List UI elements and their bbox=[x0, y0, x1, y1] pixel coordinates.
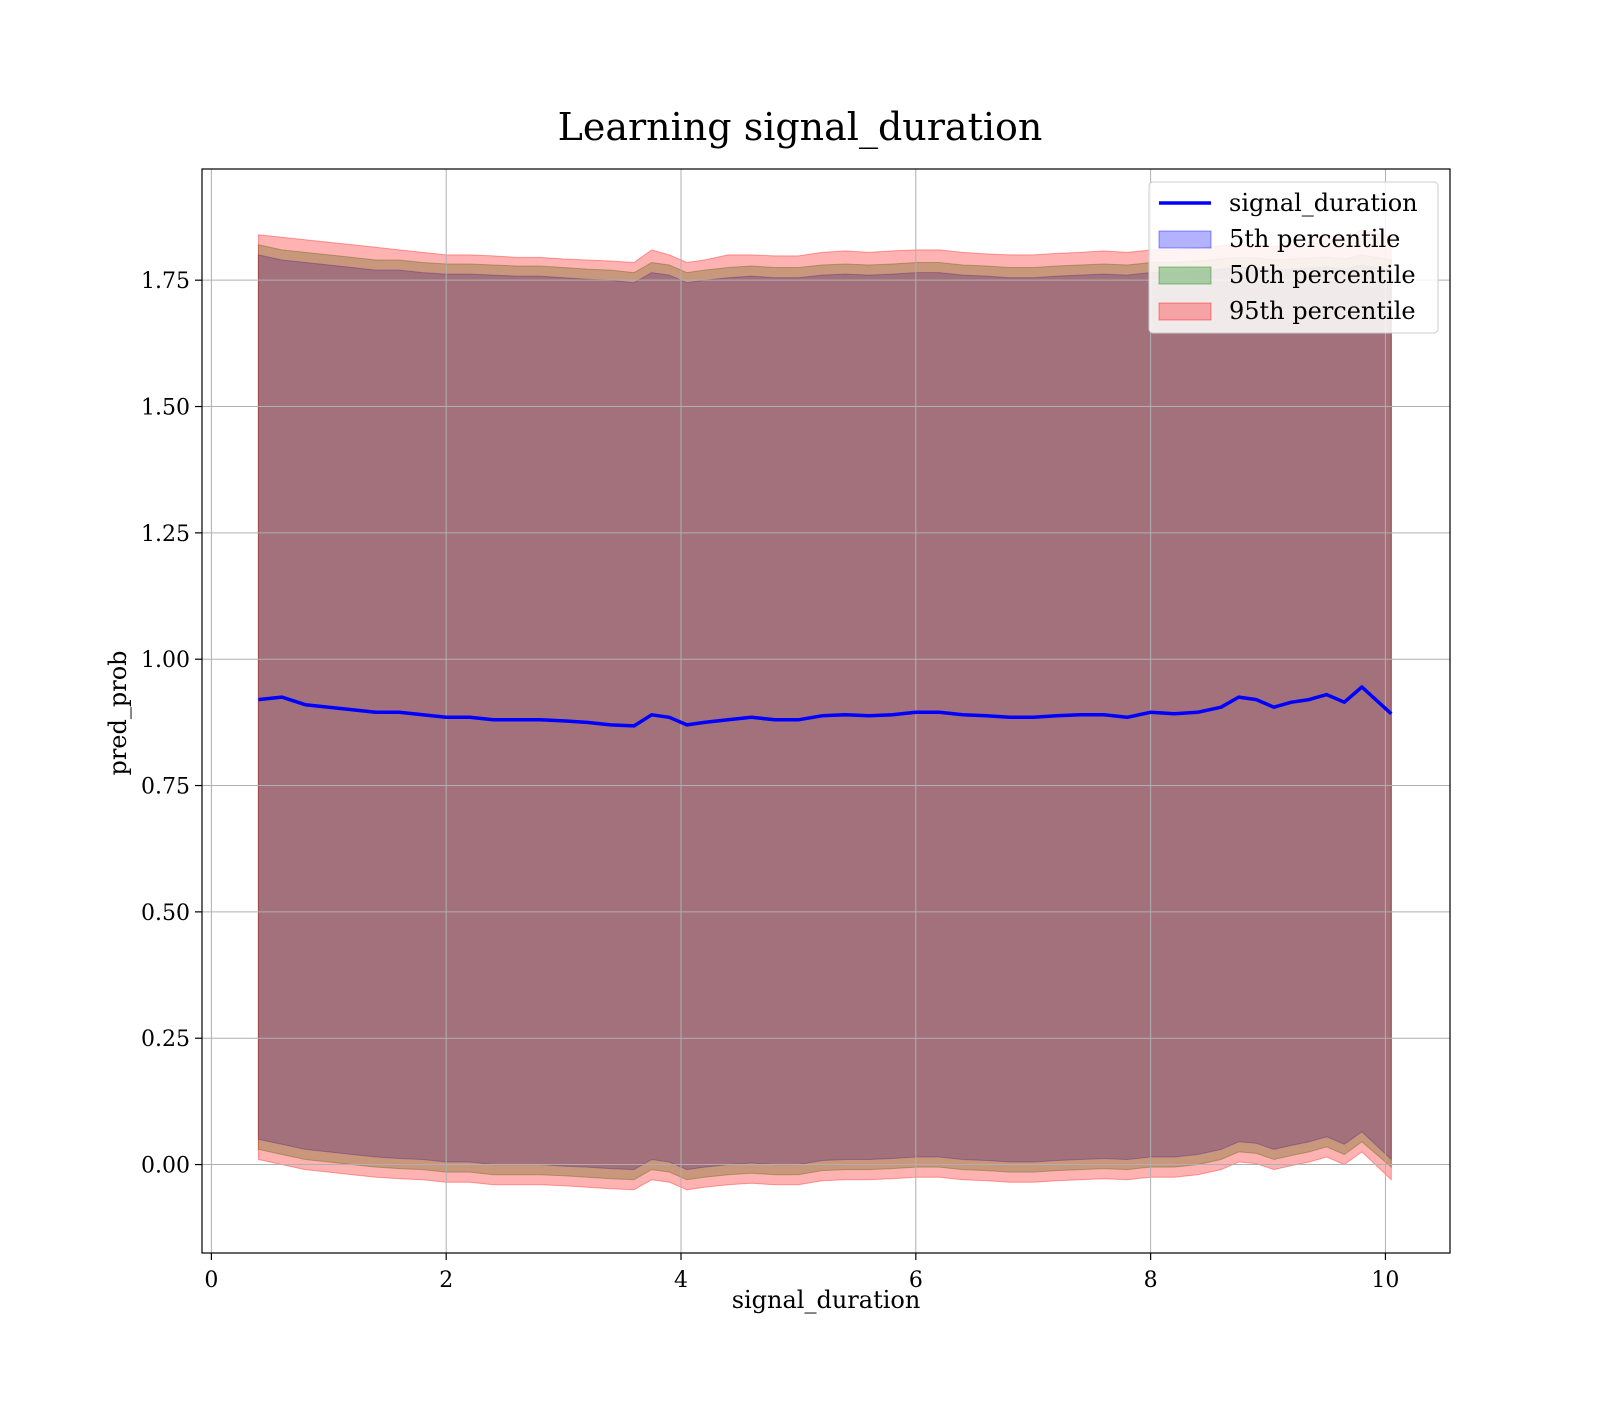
legend-band-swatch bbox=[1158, 302, 1212, 321]
x-tick-label: 8 bbox=[1144, 1268, 1158, 1293]
legend-band-swatch bbox=[1158, 230, 1212, 249]
percentile-bands bbox=[257, 229, 1392, 1191]
y-tick-label: 1.75 bbox=[141, 269, 190, 294]
legend-label: 50th percentile bbox=[1229, 261, 1416, 289]
x-axis-label: signal_duration bbox=[732, 1286, 921, 1314]
y-tick-label: 1.50 bbox=[141, 396, 190, 421]
series-line-signal_duration bbox=[258, 685, 1393, 728]
legend-band-swatch bbox=[1158, 266, 1212, 285]
legend-box bbox=[1148, 181, 1439, 334]
chart-title: Learning signal_duration bbox=[558, 105, 1043, 150]
band-95th-percentile bbox=[257, 229, 1392, 1191]
grid bbox=[202, 169, 1450, 1253]
x-tick-label: 6 bbox=[909, 1268, 923, 1293]
y-axis-label: pred_prob bbox=[104, 650, 132, 775]
band-50th-percentile bbox=[257, 244, 1392, 1181]
legend-label: 95th percentile bbox=[1229, 297, 1416, 325]
x-tick-label: 0 bbox=[204, 1268, 218, 1293]
x-tick-label: 2 bbox=[439, 1268, 453, 1293]
y-tick-label: 0.00 bbox=[141, 1154, 190, 1179]
y-tick-label: 0.75 bbox=[141, 775, 190, 800]
y-tick-label: 1.00 bbox=[141, 648, 190, 673]
legend-label: 5th percentile bbox=[1229, 225, 1400, 253]
y-tick-label: 1.25 bbox=[141, 522, 190, 547]
y-tick-label: 0.25 bbox=[141, 1027, 190, 1052]
y-tick-label: 0.50 bbox=[141, 901, 190, 926]
band-5th-percentile bbox=[257, 254, 1392, 1171]
x-tick-label: 4 bbox=[674, 1268, 688, 1293]
axis-ticks: 0 2 4 6 8 10 0.00 0.25 0.50 0.75 1.00 1.25 1.50 1.75 bbox=[141, 269, 1399, 1293]
series-lines bbox=[258, 685, 1393, 728]
plot-frame bbox=[201, 168, 1451, 1254]
legend: signal_duration 5th percentile 50th percen… bbox=[1148, 181, 1439, 334]
x-tick-label: 10 bbox=[1371, 1268, 1399, 1293]
legend-label: signal_duration bbox=[1229, 189, 1418, 217]
